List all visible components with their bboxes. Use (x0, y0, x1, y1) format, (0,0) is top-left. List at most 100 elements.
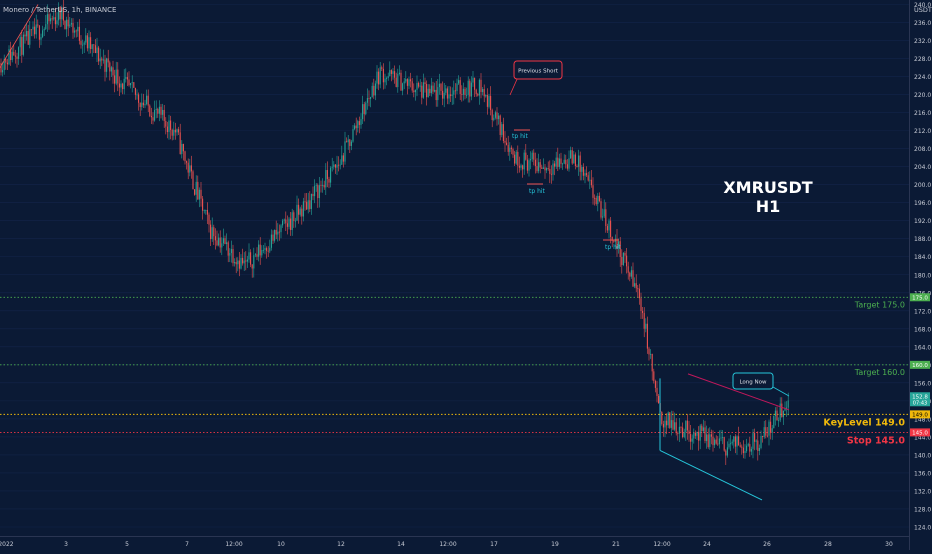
candle-body (371, 85, 373, 97)
candle-body (674, 422, 676, 430)
candle-body (755, 440, 757, 442)
candle-body (592, 185, 594, 198)
candle-body (288, 218, 290, 227)
candle-body (568, 158, 570, 169)
candle-body (526, 159, 528, 171)
candle-body (408, 79, 410, 86)
candle-body (213, 227, 215, 237)
candle-body (187, 162, 189, 173)
candle-body (453, 90, 455, 95)
level-axis-tag-text: 160.0 (912, 363, 928, 369)
candle-body (571, 150, 573, 164)
y-tick-label: 236.0 (914, 20, 931, 27)
candle-body (304, 201, 306, 203)
drawings: Previous Short Long Now tp hit tp hit tp hit (0, 4, 790, 501)
candle-body (192, 171, 194, 190)
candle-body (184, 151, 186, 162)
candle-body (218, 237, 220, 246)
candle-body (70, 23, 72, 25)
candle-body (451, 94, 453, 96)
candle-body (59, 6, 61, 20)
candle-body (782, 410, 784, 418)
candle-body (502, 124, 504, 141)
candle-body (598, 195, 600, 202)
candle-body (733, 436, 735, 442)
candle-body (570, 150, 572, 159)
candle-body (338, 164, 340, 166)
candle-body (130, 83, 132, 86)
candle-body (341, 155, 343, 165)
candle-body (62, 7, 64, 21)
candle-body (650, 353, 652, 355)
candle-body (352, 129, 354, 142)
candle-body (555, 157, 557, 167)
candle-body (486, 94, 488, 107)
candle-body (51, 18, 53, 20)
y-tick-label: 184.0 (914, 254, 931, 261)
candle-body (574, 154, 576, 166)
candle-body (402, 83, 404, 91)
candle-body (742, 447, 744, 453)
candle-body (8, 49, 10, 65)
candle-body (467, 80, 469, 95)
candle-body (642, 310, 644, 314)
candle-body (638, 288, 640, 299)
candle-body (83, 42, 85, 45)
time-axis[interactable]: 2022 3 5 7 12:00 10 12 14 12:00 17 19 21 12:00 24 26 28… (0, 541, 893, 548)
current-price-tag (910, 392, 930, 407)
candle-body (208, 214, 210, 225)
candle-body (776, 410, 778, 421)
candle-body (45, 24, 47, 30)
candle-body (96, 47, 98, 54)
candle-body (322, 184, 324, 186)
y-tick-label: 208.0 (914, 146, 931, 153)
candle-body (6, 62, 8, 65)
trendline-lower (659, 449, 763, 501)
candle-body (691, 438, 693, 442)
candle-body (256, 254, 258, 257)
y-tick-label: 180.0 (914, 272, 931, 279)
candle-body (461, 93, 463, 95)
candle-body (722, 437, 724, 438)
candle-body (469, 80, 471, 97)
candle-body (179, 132, 181, 155)
candle-body (682, 427, 684, 438)
candle-body (496, 112, 498, 120)
candle-body (518, 165, 520, 168)
candle-body (14, 55, 16, 57)
candle-body (474, 77, 476, 90)
candle-body (259, 244, 261, 256)
candle-body (558, 158, 560, 167)
candle-body (363, 104, 365, 115)
candle-body (390, 70, 392, 74)
candle-body (302, 201, 304, 217)
y-tick-label: 224.0 (914, 74, 931, 81)
candle-body (186, 161, 188, 163)
candle-body (251, 264, 253, 269)
candle-body (693, 432, 695, 439)
tp-hit-label: tp hit (529, 188, 546, 195)
candle-body (368, 98, 370, 99)
candle-body (749, 444, 751, 452)
candle-body (258, 244, 260, 257)
candle-body (85, 35, 87, 43)
candle-body (603, 209, 605, 217)
candle-body (350, 141, 352, 146)
price-axis[interactable]: 240.0 236.0 232.0 228.0 224.0 220.0 216.0 212.0… (910, 2, 931, 531)
candle-body (90, 37, 92, 50)
candle-body (766, 435, 768, 437)
candle-body (142, 102, 144, 106)
candle-body (203, 210, 205, 212)
candle-body (645, 323, 647, 329)
x-tick-label: 24 (703, 541, 711, 548)
candle-body (499, 115, 501, 135)
candle-body (710, 434, 712, 437)
candle-body (312, 193, 314, 197)
candle-body (398, 72, 400, 74)
candle-body (765, 427, 767, 436)
candle-body (166, 126, 168, 133)
candle-body (581, 167, 583, 172)
candle-body (622, 252, 624, 266)
candle-body (282, 220, 284, 226)
